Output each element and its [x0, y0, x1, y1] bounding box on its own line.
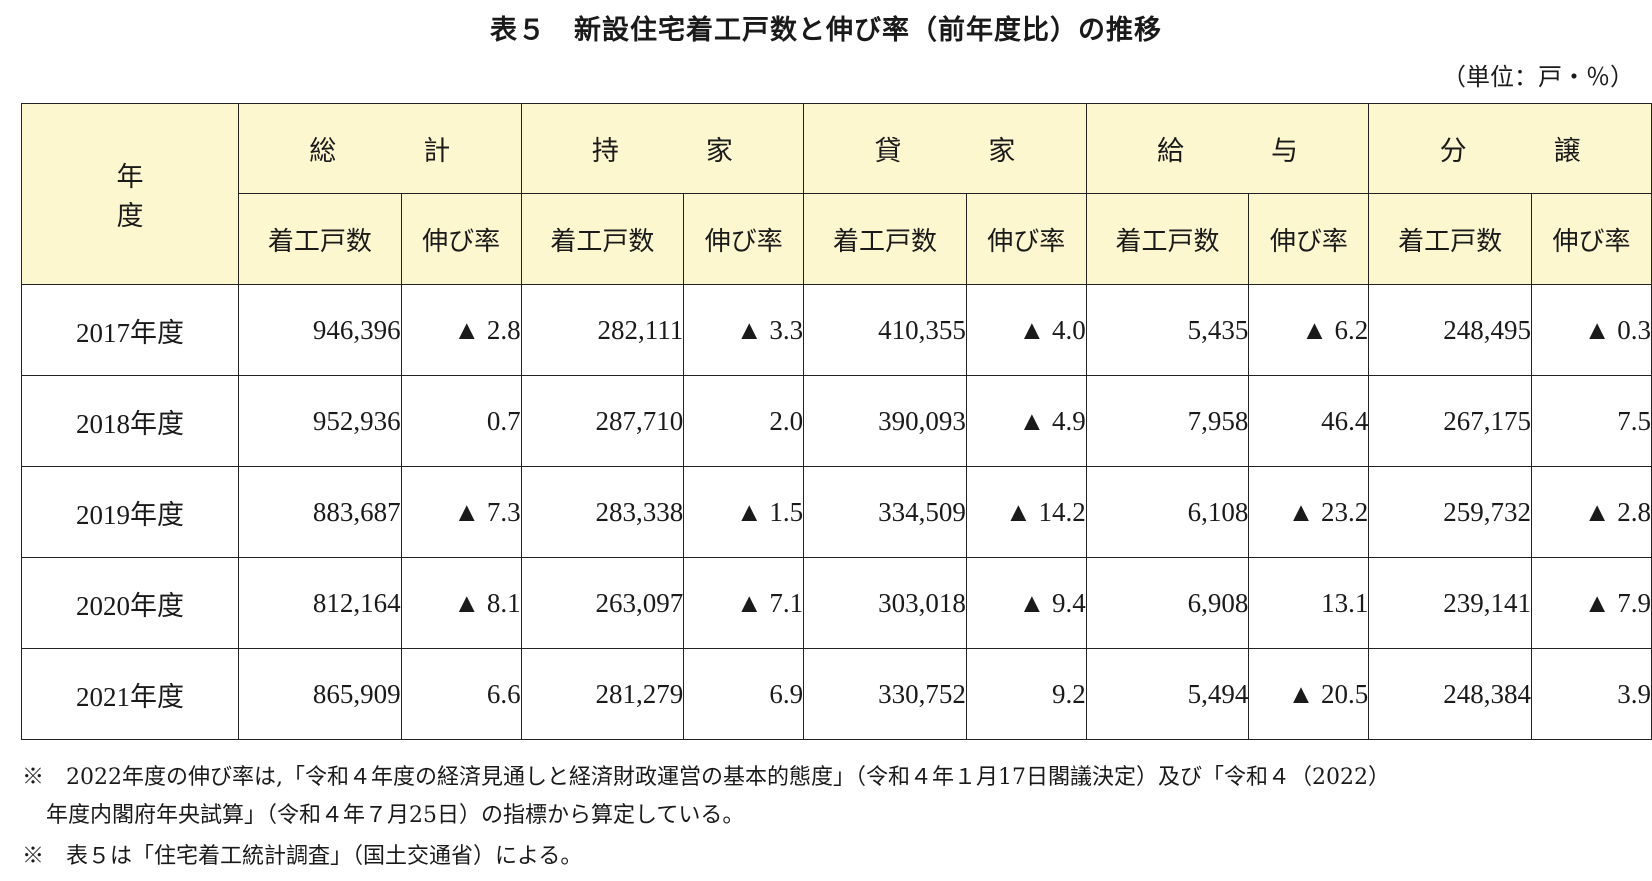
value-cell: 46.4	[1248, 375, 1370, 467]
value-cell: 812,164	[238, 557, 402, 649]
value-cell: ▲ 23.2	[1248, 466, 1370, 558]
value-cell: 330,752	[803, 648, 967, 740]
value-cell: ▲ 7.9	[1530, 557, 1652, 649]
value-cell: ▲ 2.8	[400, 284, 522, 376]
header-count: 着工戸数	[238, 193, 402, 285]
value-cell: 13.1	[1248, 557, 1370, 649]
footnote-2: ※ 表５は「住宅着工統計調査」（国土交通省）による。	[22, 844, 583, 869]
value-cell: 282,111	[520, 284, 685, 376]
header-count: 着工戸数	[1085, 193, 1250, 285]
footnote-1-cont: 年度内閣府年央試算」（令和４年７月25日）の指標から算定している。	[46, 803, 745, 828]
value-cell: 7.5	[1530, 375, 1652, 467]
value-cell: ▲ 4.0	[965, 284, 1087, 376]
header-count: 着工戸数	[803, 193, 967, 285]
value-cell: ▲ 20.5	[1248, 648, 1370, 740]
value-cell: ▲ 8.1	[400, 557, 522, 649]
value-cell: ▲ 7.3	[400, 466, 522, 558]
header-count: 着工戸数	[1368, 193, 1532, 285]
header-group-total: 総 計	[238, 103, 522, 194]
value-cell: 5,435	[1085, 284, 1250, 376]
year-cell: 2019年度	[21, 466, 239, 558]
value-cell: 334,509	[803, 466, 967, 558]
value-cell: 267,175	[1368, 375, 1532, 467]
unit-label: （単位：戸・％）	[1442, 63, 1634, 91]
header-group-rental: 貸 家	[803, 103, 1087, 194]
header-group-company: 給 与	[1085, 103, 1370, 194]
housing-starts-table: 年 度 総 計 持 家 貸 家 給 与 分 譲 着工戸数 伸び率 着工戸数 伸び…	[21, 103, 1652, 740]
header-count: 着工戸数	[520, 193, 685, 285]
value-cell: 946,396	[238, 284, 402, 376]
value-cell: 281,279	[520, 648, 685, 740]
value-cell: 6.9	[683, 648, 805, 740]
header-rate: 伸び率	[400, 193, 522, 285]
value-cell: 287,710	[520, 375, 685, 467]
value-cell: 259,732	[1368, 466, 1532, 558]
value-cell: 283,338	[520, 466, 685, 558]
value-cell: 6,908	[1085, 557, 1250, 649]
table-row: 2019年度 883,687 ▲ 7.3 283,338 ▲ 1.5 334,5…	[21, 466, 1652, 558]
header-rate: 伸び率	[1530, 193, 1652, 285]
value-cell: ▲ 6.2	[1248, 284, 1370, 376]
value-cell: ▲ 7.1	[683, 557, 805, 649]
value-cell: ▲ 2.8	[1530, 466, 1652, 558]
value-cell: 3.9	[1530, 648, 1652, 740]
value-cell: 883,687	[238, 466, 402, 558]
value-cell: 248,384	[1368, 648, 1532, 740]
header-row-subs: 着工戸数 伸び率 着工戸数 伸び率 着工戸数 伸び率 着工戸数 伸び率 着工戸数…	[22, 193, 1652, 285]
value-cell: 6.6	[400, 648, 522, 740]
value-cell: 248,495	[1368, 284, 1532, 376]
header-group-sale: 分 譲	[1368, 103, 1652, 194]
year-cell: 2020年度	[21, 557, 239, 649]
year-cell: 2021年度	[21, 648, 239, 740]
header-group-owner: 持 家	[520, 103, 805, 194]
header-rate: 伸び率	[683, 193, 805, 285]
value-cell: 5,494	[1085, 648, 1250, 740]
value-cell: 7,958	[1085, 375, 1250, 467]
value-cell: 0.7	[400, 375, 522, 467]
header-rate: 伸び率	[1248, 193, 1370, 285]
value-cell: 390,093	[803, 375, 967, 467]
value-cell: ▲ 0.3	[1530, 284, 1652, 376]
table-row: 2020年度 812,164 ▲ 8.1 263,097 ▲ 7.1 303,0…	[21, 557, 1652, 649]
table-row: 2018年度 952,936 0.7 287,710 2.0 390,093 ▲…	[21, 375, 1652, 467]
table-row: 2017年度 946,396 ▲ 2.8 282,111 ▲ 3.3 410,3…	[21, 284, 1652, 376]
header-row-groups: 年 度 総 計 持 家 貸 家 給 与 分 譲	[21, 103, 1652, 285]
footnote-1: ※ 2022年度の伸び率は,「令和４年度の経済見通しと経済財政運営の基本的態度」…	[22, 765, 1390, 790]
header-year: 年 度	[21, 103, 239, 285]
value-cell: ▲ 3.3	[683, 284, 805, 376]
value-cell: ▲ 14.2	[965, 466, 1087, 558]
value-cell: 410,355	[803, 284, 967, 376]
header-rate: 伸び率	[965, 193, 1087, 285]
value-cell: ▲ 9.4	[965, 557, 1087, 649]
value-cell: 9.2	[965, 648, 1087, 740]
value-cell: 6,108	[1085, 466, 1250, 558]
table-title: 表５ 新設住宅着工戸数と伸び率（前年度比）の推移	[490, 15, 1162, 46]
value-cell: 239,141	[1368, 557, 1532, 649]
table-row: 2021年度 865,909 6.6 281,279 6.9 330,752 9…	[21, 648, 1652, 740]
value-cell: 952,936	[238, 375, 402, 467]
value-cell: 263,097	[520, 557, 685, 649]
year-cell: 2018年度	[21, 375, 239, 467]
value-cell: ▲ 1.5	[683, 466, 805, 558]
value-cell: 2.0	[683, 375, 805, 467]
value-cell: ▲ 4.9	[965, 375, 1087, 467]
year-cell: 2017年度	[21, 284, 239, 376]
value-cell: 303,018	[803, 557, 967, 649]
value-cell: 865,909	[238, 648, 402, 740]
